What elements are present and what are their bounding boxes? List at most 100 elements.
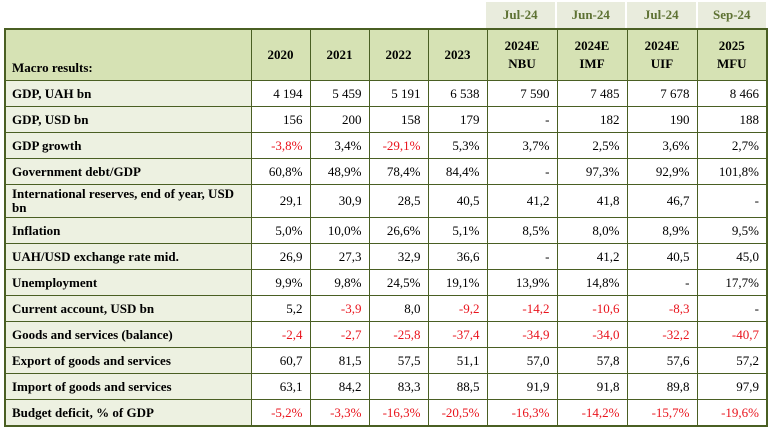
col-header-source: IMF <box>579 56 605 71</box>
row-label: Current account, USD bn <box>4 295 252 322</box>
value-cell: -3,9 <box>309 295 370 322</box>
col-header-imf: 2024E IMF <box>556 28 628 81</box>
value-cell: -2,7 <box>309 321 370 348</box>
value-cell: 97,9 <box>696 373 768 400</box>
value-cell: - <box>696 184 768 218</box>
table-row: International reserves, end of year, USD… <box>4 184 768 218</box>
value-cell: 57,5 <box>368 347 429 374</box>
value-cell: 36,6 <box>427 243 488 270</box>
value-cell: 46,7 <box>626 184 698 218</box>
value-cell: 48,9% <box>309 158 370 185</box>
value-cell: -2,4 <box>250 321 311 348</box>
value-cell: -3,3% <box>309 399 370 427</box>
value-cell: -5,2% <box>250 399 311 427</box>
value-cell: 17,7% <box>696 269 768 296</box>
row-label: Import of goods and services <box>4 373 252 400</box>
table-row: UAH/USD exchange rate mid. 26,9 27,3 32,9 36… <box>4 243 768 270</box>
value-cell: 7 485 <box>556 80 628 107</box>
macro-results-table: Macro results: 2020 2021 2022 2023 2024E NBU 2… <box>4 28 768 427</box>
value-cell: 57,6 <box>626 347 698 374</box>
value-cell: 41,8 <box>556 184 628 218</box>
value-cell: -14,2 <box>486 295 558 322</box>
value-cell: 2,7% <box>696 132 768 159</box>
value-cell: -16,3% <box>486 399 558 427</box>
col-header-uif: 2024E UIF <box>626 28 698 81</box>
table-row: Government debt/GDP 60,8% 48,9% 78,4% 84,4% -… <box>4 158 768 185</box>
value-cell: 78,4% <box>368 158 429 185</box>
value-cell: 8,0% <box>556 217 628 244</box>
value-cell: 5,0% <box>250 217 311 244</box>
forecast-date-nbu: Jul-24 <box>486 2 555 28</box>
value-cell: 60,7 <box>250 347 311 374</box>
col-header-year: 2024E <box>644 38 680 53</box>
value-cell: - <box>486 158 558 185</box>
value-cell: 8,0 <box>368 295 429 322</box>
col-header-year: 2020 <box>267 47 294 62</box>
row-label: Export of goods and services <box>4 347 252 374</box>
value-cell: 179 <box>427 106 488 133</box>
value-cell: 5,2 <box>250 295 311 322</box>
row-label: Budget deficit, % of GDP <box>4 399 252 427</box>
col-header-2020: 2020 <box>250 28 311 81</box>
table-row: Goods and services (balance) -2,4 -2,7 -25,… <box>4 321 768 348</box>
value-cell: -19,6% <box>696 399 768 427</box>
row-label: Unemployment <box>4 269 252 296</box>
forecast-date-mfu: Sep-24 <box>697 2 766 28</box>
value-cell: 14,8% <box>556 269 628 296</box>
value-cell: -9,2 <box>427 295 488 322</box>
value-cell: -32,2 <box>626 321 698 348</box>
value-cell: 28,5 <box>368 184 429 218</box>
value-cell: 5,3% <box>427 132 488 159</box>
col-header-year: 2024E <box>574 38 610 53</box>
value-cell: 8,9% <box>626 217 698 244</box>
value-cell: 6 538 <box>427 80 488 107</box>
value-cell: - <box>626 269 698 296</box>
col-header-year: 2023 <box>444 47 471 62</box>
value-cell: 19,1% <box>427 269 488 296</box>
col-header-year: 2022 <box>385 47 412 62</box>
value-cell: 83,3 <box>368 373 429 400</box>
value-cell: 57,0 <box>486 347 558 374</box>
value-cell: 5 459 <box>309 80 370 107</box>
value-cell: 9,5% <box>696 217 768 244</box>
col-header-source: UIF <box>650 56 674 71</box>
value-cell: 9,8% <box>309 269 370 296</box>
value-cell: 40,5 <box>626 243 698 270</box>
value-cell: 26,9 <box>250 243 311 270</box>
value-cell: 41,2 <box>486 184 558 218</box>
value-cell: 7 590 <box>486 80 558 107</box>
value-cell: 190 <box>626 106 698 133</box>
value-cell: 5,1% <box>427 217 488 244</box>
value-cell: 5 191 <box>368 80 429 107</box>
col-header-2022: 2022 <box>368 28 429 81</box>
value-cell: -25,8 <box>368 321 429 348</box>
value-cell: 29,1 <box>250 184 311 218</box>
col-header-mfu: 2025 MFU <box>696 28 768 81</box>
table-row: Inflation 5,0% 10,0% 26,6% 5,1% 8,5% 8,0% 8,9% 9… <box>4 217 768 244</box>
col-header-year: 2024E <box>504 38 540 53</box>
value-cell: 3,6% <box>626 132 698 159</box>
value-cell: 32,9 <box>368 243 429 270</box>
value-cell: 97,3% <box>556 158 628 185</box>
value-cell: 57,2 <box>696 347 768 374</box>
forecast-date-imf: Jun-24 <box>556 2 625 28</box>
value-cell: - <box>486 106 558 133</box>
value-cell: 8,5% <box>486 217 558 244</box>
row-label: Inflation <box>4 217 252 244</box>
value-cell: 7 678 <box>626 80 698 107</box>
value-cell: 9,9% <box>250 269 311 296</box>
col-header-nbu: 2024E NBU <box>486 28 558 81</box>
value-cell: 200 <box>309 106 370 133</box>
value-cell: 60,8% <box>250 158 311 185</box>
value-cell: 24,5% <box>368 269 429 296</box>
table-row: Budget deficit, % of GDP -5,2% -3,3% -16,3%… <box>4 399 768 427</box>
table-header-row: Macro results: 2020 2021 2022 2023 2024E NBU 2… <box>4 28 768 81</box>
value-cell: 57,8 <box>556 347 628 374</box>
value-cell: 63,1 <box>250 373 311 400</box>
value-cell: -14,2% <box>556 399 628 427</box>
forecast-date-uif: Jul-24 <box>627 2 696 28</box>
value-cell: 2,5% <box>556 132 628 159</box>
value-cell: 27,3 <box>309 243 370 270</box>
row-label: Goods and services (balance) <box>4 321 252 348</box>
value-cell: -34,0 <box>556 321 628 348</box>
